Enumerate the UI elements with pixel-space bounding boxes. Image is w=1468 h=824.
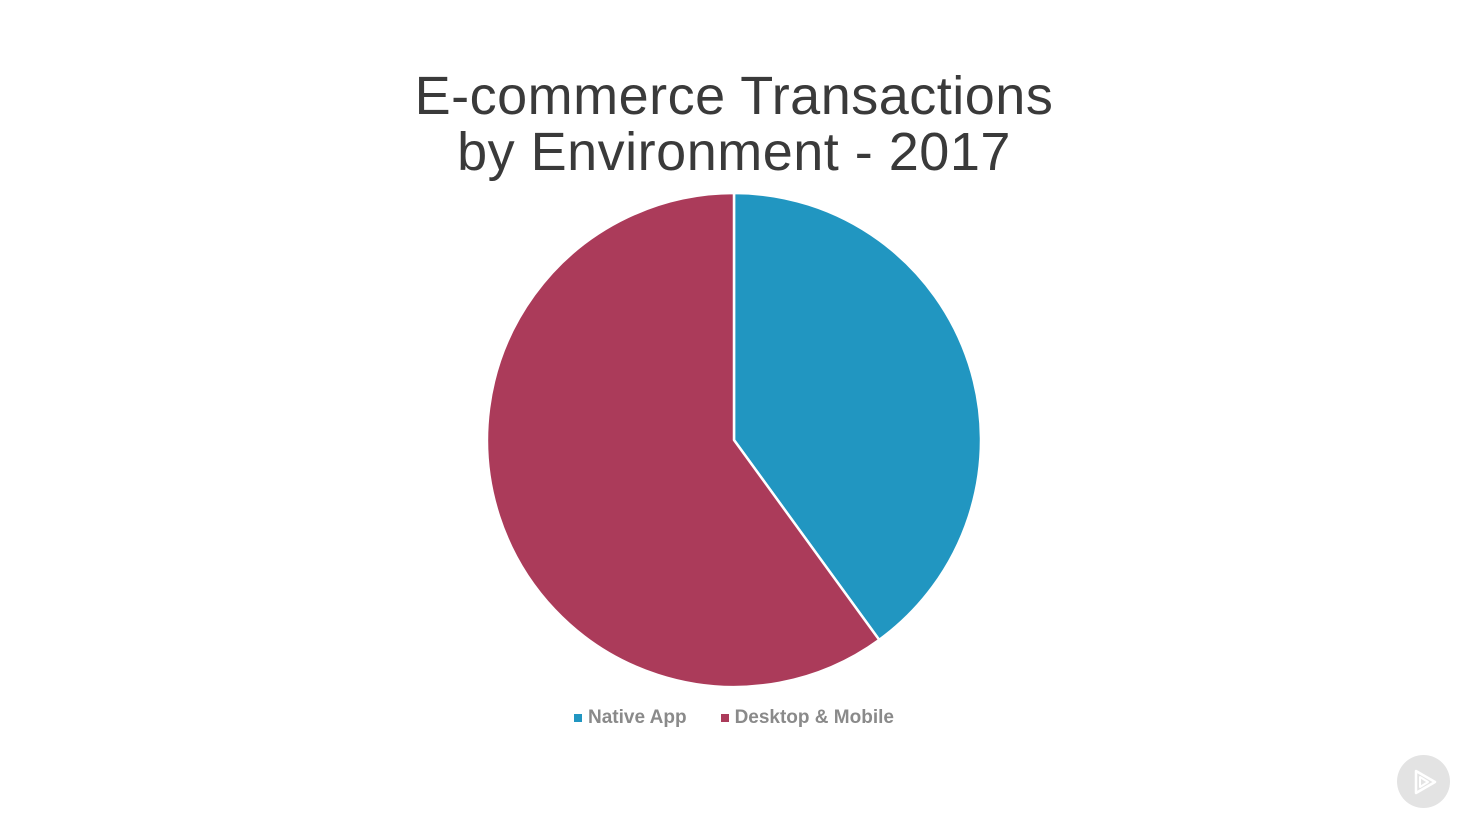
legend-label-desktop-mobile: Desktop & Mobile [734,707,894,728]
pie-slice-native-app [732,191,983,642]
legend-item-native-app: Native App [574,707,687,729]
play-logo-button[interactable] [1397,755,1450,808]
legend-swatch-desktop-mobile [720,714,729,722]
chart-title-line-1: E-commerce Transactions [414,66,1054,126]
chart-legend: Native App Desktop & Mobile [0,707,1468,729]
legend-label-native-app: Native App [588,707,687,728]
legend-item-desktop-mobile: Desktop & Mobile [720,707,894,729]
pie-slice-desktop-mobile [485,191,881,689]
play-logo-icon [1414,769,1436,794]
chart-title: E-commerce Transactions by Environment -… [0,68,1468,180]
chart-title-line-2: by Environment - 2017 [457,122,1011,182]
legend-swatch-native-app [574,714,583,722]
